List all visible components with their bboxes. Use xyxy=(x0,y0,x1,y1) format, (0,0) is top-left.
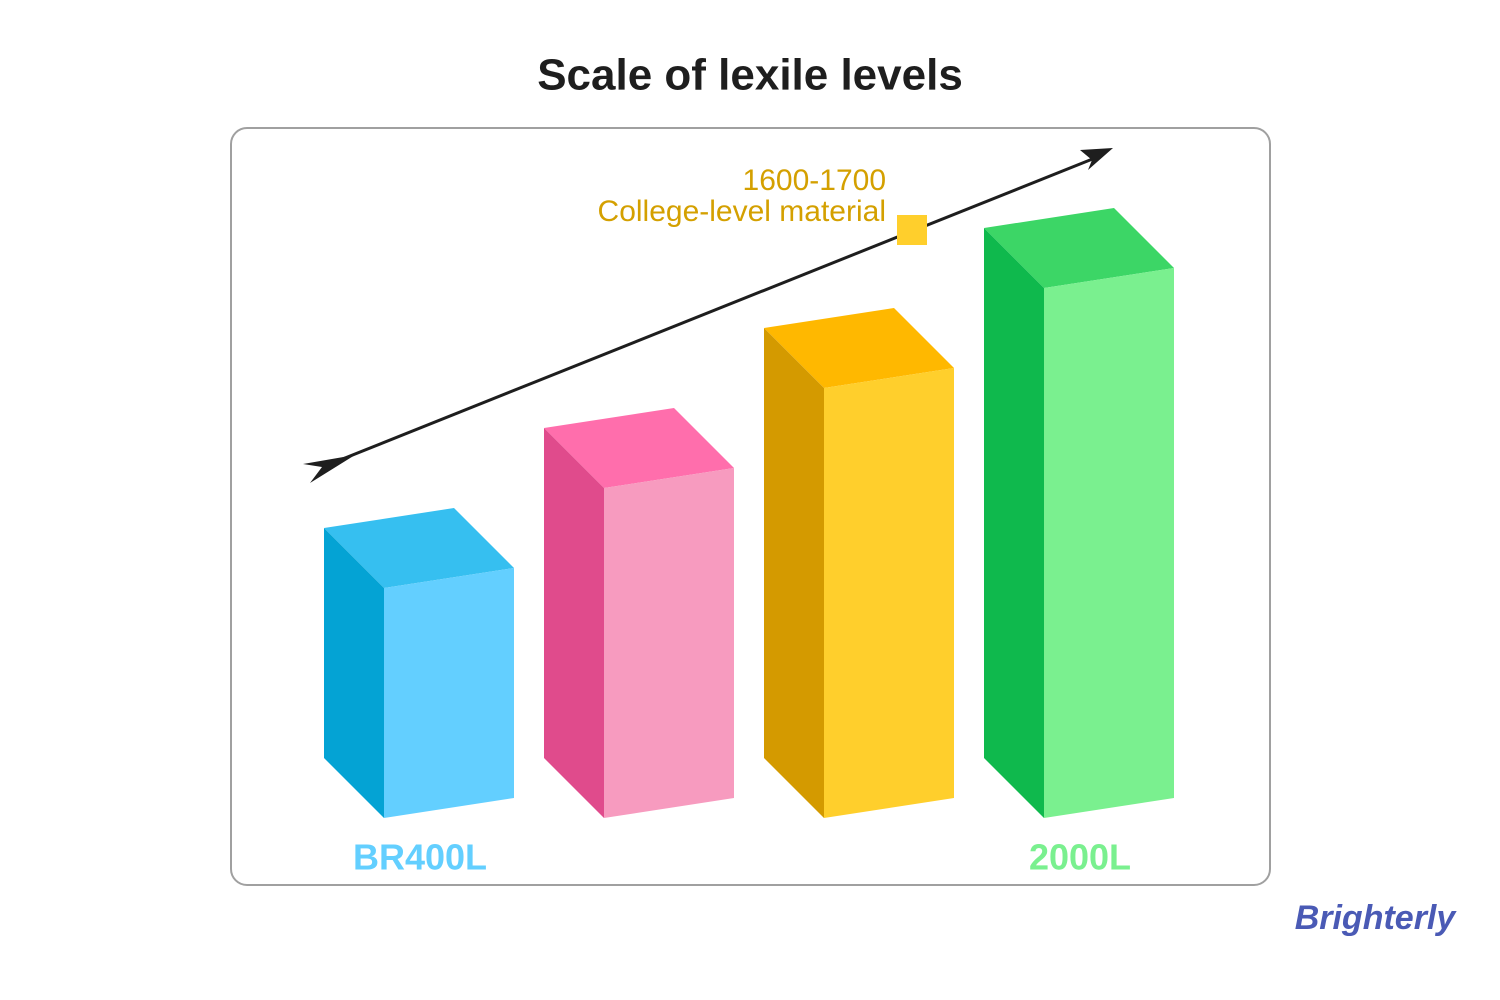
marker xyxy=(897,215,927,245)
trend-arrow xyxy=(303,148,1113,483)
bar-yellow xyxy=(764,308,954,818)
bar-pink xyxy=(544,408,734,818)
bar-green xyxy=(984,208,1174,818)
title: Scale of lexile levels xyxy=(537,51,963,100)
annotation-range: 1600-1700 xyxy=(743,164,886,197)
label-low: BR400L xyxy=(353,837,487,878)
annotation-text: College-level material xyxy=(598,195,886,228)
label-high: 2000L xyxy=(1029,837,1131,878)
bar-blue xyxy=(324,508,514,818)
logo: Brighterly xyxy=(1295,899,1458,937)
